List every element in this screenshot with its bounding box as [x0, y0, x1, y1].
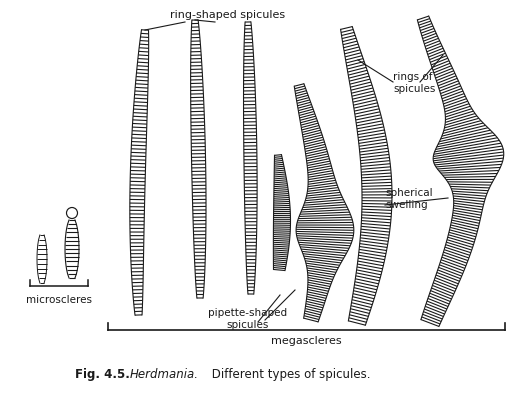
Text: Different types of spicules.: Different types of spicules.	[208, 368, 371, 381]
Text: microscleres: microscleres	[26, 295, 92, 305]
Text: megascleres: megascleres	[271, 336, 341, 346]
Text: Herdmania.: Herdmania.	[130, 368, 199, 381]
Text: rings of
spicules: rings of spicules	[393, 72, 435, 94]
Text: ring-shaped spicules: ring-shaped spicules	[171, 10, 286, 20]
Text: pipette-shaped
spicules: pipette-shaped spicules	[209, 308, 287, 330]
Text: Fig. 4.5.: Fig. 4.5.	[75, 368, 130, 381]
Circle shape	[66, 207, 78, 218]
Text: spherical
swelling: spherical swelling	[385, 188, 433, 210]
